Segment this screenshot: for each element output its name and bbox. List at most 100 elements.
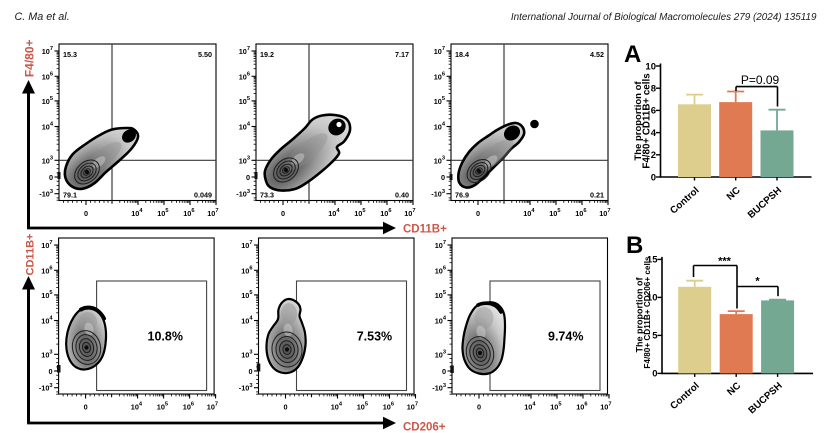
svg-text:F4/80+: F4/80+	[23, 39, 37, 77]
svg-text:106: 106	[41, 265, 52, 275]
svg-text:107: 107	[599, 208, 610, 218]
svg-text:*: *	[755, 276, 760, 288]
svg-text:105: 105	[434, 96, 445, 106]
svg-text:104: 104	[524, 401, 536, 411]
svg-text:The proportion of: The proportion of	[633, 81, 644, 161]
svg-text:15.3: 15.3	[63, 50, 77, 59]
svg-text:0.049: 0.049	[194, 191, 212, 200]
svg-text:0: 0	[49, 367, 53, 376]
svg-text:0: 0	[248, 367, 252, 376]
svg-text:-103: -103	[432, 383, 446, 393]
svg-text:104: 104	[331, 401, 343, 411]
svg-text:5: 5	[652, 331, 658, 342]
svg-text:107: 107	[434, 46, 445, 56]
svg-text:9.74%: 9.74%	[548, 330, 583, 344]
svg-text:***: ***	[718, 256, 732, 268]
svg-text:106: 106	[380, 208, 391, 218]
svg-text:104: 104	[435, 316, 447, 326]
svg-text:106: 106	[435, 265, 446, 275]
svg-text:105: 105	[157, 401, 168, 411]
svg-text:0: 0	[442, 367, 446, 376]
svg-text:-103: -103	[39, 189, 53, 199]
svg-text:106: 106	[183, 401, 194, 411]
svg-text:104: 104	[131, 401, 143, 411]
svg-text:106: 106	[434, 71, 445, 81]
svg-text:107: 107	[42, 46, 53, 56]
svg-text:4.52: 4.52	[590, 50, 604, 59]
svg-text:106: 106	[576, 401, 587, 411]
svg-text:106: 106	[383, 401, 394, 411]
svg-text:105: 105	[41, 290, 52, 300]
svg-text:0: 0	[283, 402, 287, 411]
svg-text:The proportion of: The proportion of	[635, 277, 645, 353]
svg-text:0.40: 0.40	[395, 191, 409, 200]
svg-text:2: 2	[651, 150, 656, 161]
svg-text:B: B	[626, 232, 643, 259]
svg-text:105: 105	[549, 208, 560, 218]
svg-text:107: 107	[435, 240, 446, 250]
svg-text:0: 0	[84, 209, 88, 218]
svg-text:-103: -103	[236, 189, 250, 199]
svg-text:107: 107	[407, 401, 418, 411]
svg-text:15: 15	[647, 255, 658, 266]
svg-text:104: 104	[434, 122, 446, 132]
svg-text:105: 105	[42, 96, 53, 106]
svg-text:CD11B+: CD11B+	[25, 234, 37, 276]
svg-text:107: 107	[207, 208, 218, 218]
svg-text:-103: -103	[431, 189, 445, 199]
svg-text:19.2: 19.2	[260, 50, 274, 59]
svg-text:0: 0	[49, 173, 53, 182]
svg-text:0.21: 0.21	[590, 191, 604, 200]
svg-text:F4/80+ CD11B+ cells: F4/80+ CD11B+ cells	[642, 73, 653, 169]
svg-text:International Journal of Biolo: International Journal of Biological Macr…	[511, 12, 817, 23]
svg-text:105: 105	[550, 401, 561, 411]
svg-text:103: 103	[241, 349, 252, 359]
svg-text:0: 0	[477, 402, 481, 411]
svg-text:CD206+: CD206+	[403, 422, 446, 433]
svg-text:104: 104	[328, 208, 340, 218]
svg-text:105: 105	[357, 401, 368, 411]
svg-text:105: 105	[435, 290, 446, 300]
svg-text:107: 107	[41, 240, 52, 250]
svg-text:107: 107	[600, 401, 611, 411]
svg-text:10.8%: 10.8%	[148, 330, 183, 344]
svg-text:104: 104	[523, 208, 535, 218]
svg-text:106: 106	[241, 265, 252, 275]
svg-text:104: 104	[241, 316, 253, 326]
svg-text:107: 107	[404, 208, 415, 218]
svg-text:107: 107	[239, 46, 250, 56]
svg-text:103: 103	[434, 155, 445, 165]
svg-text:76.9: 76.9	[455, 191, 469, 200]
svg-text:7.17: 7.17	[395, 50, 409, 59]
svg-text:103: 103	[41, 349, 52, 359]
svg-text:0: 0	[84, 402, 88, 411]
svg-text:-103: -103	[239, 383, 253, 393]
svg-text:105: 105	[354, 208, 365, 218]
svg-text:105: 105	[241, 290, 252, 300]
svg-text:103: 103	[239, 155, 250, 165]
svg-text:F4/80+ CD11B+ CD206+ cells: F4/80+ CD11B+ CD206+ cells	[643, 256, 652, 369]
svg-text:104: 104	[42, 122, 54, 132]
svg-text:10: 10	[647, 293, 658, 304]
svg-text:8: 8	[651, 84, 656, 95]
svg-text:4: 4	[651, 128, 657, 139]
svg-text:105: 105	[239, 96, 250, 106]
svg-text:0: 0	[246, 173, 250, 182]
svg-text:79.1: 79.1	[63, 191, 77, 200]
svg-text:104: 104	[239, 122, 251, 132]
svg-text:103: 103	[42, 155, 53, 165]
svg-text:106: 106	[42, 71, 53, 81]
svg-text:10: 10	[645, 61, 656, 72]
svg-text:106: 106	[239, 71, 250, 81]
svg-text:P=0.09: P=0.09	[741, 73, 780, 87]
svg-text:C. Ma et al.: C. Ma et al.	[15, 11, 70, 23]
svg-text:CD11B+: CD11B+	[403, 224, 447, 236]
svg-text:0: 0	[652, 369, 657, 380]
svg-text:5.50: 5.50	[198, 50, 212, 59]
svg-text:106: 106	[183, 208, 194, 218]
svg-text:73.3: 73.3	[260, 191, 274, 200]
svg-text:0: 0	[651, 172, 656, 183]
svg-text:7.53%: 7.53%	[357, 330, 392, 344]
svg-text:107: 107	[241, 240, 252, 250]
svg-text:6: 6	[651, 106, 656, 117]
